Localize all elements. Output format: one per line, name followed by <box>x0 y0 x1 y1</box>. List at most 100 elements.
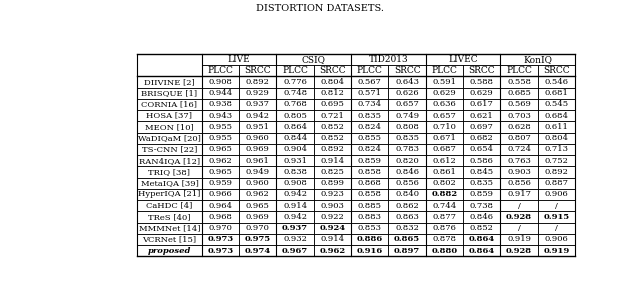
Text: 0.856: 0.856 <box>507 179 531 187</box>
Bar <box>388 234 426 245</box>
Bar <box>314 144 351 155</box>
Bar <box>500 200 538 211</box>
Text: 0.943: 0.943 <box>209 112 232 120</box>
Bar <box>538 133 575 144</box>
Text: 0.846: 0.846 <box>470 213 493 221</box>
Bar <box>314 189 351 200</box>
Bar <box>500 110 538 121</box>
Bar <box>463 222 500 234</box>
Bar <box>426 121 463 133</box>
Bar <box>463 110 500 121</box>
Text: SRCC: SRCC <box>394 66 420 75</box>
Text: 0.824: 0.824 <box>358 145 382 153</box>
Text: 0.914: 0.914 <box>321 157 344 165</box>
Bar <box>463 133 500 144</box>
Bar <box>314 177 351 189</box>
Text: 0.586: 0.586 <box>470 157 493 165</box>
Bar <box>388 76 426 88</box>
Text: 0.937: 0.937 <box>282 224 308 232</box>
Text: /: / <box>518 224 520 232</box>
Text: 0.962: 0.962 <box>246 191 269 198</box>
Text: 0.899: 0.899 <box>321 179 344 187</box>
Bar <box>202 166 239 177</box>
Text: 0.862: 0.862 <box>396 202 419 210</box>
Bar <box>463 65 500 76</box>
Bar <box>202 234 239 245</box>
Text: 0.908: 0.908 <box>284 179 307 187</box>
Bar <box>137 200 202 211</box>
Text: BRISQUE [1]: BRISQUE [1] <box>141 89 198 97</box>
Bar <box>276 144 314 155</box>
Bar <box>314 99 351 110</box>
Bar <box>538 200 575 211</box>
Bar <box>538 144 575 155</box>
Bar <box>202 121 239 133</box>
Bar <box>239 200 276 211</box>
Text: 0.973: 0.973 <box>207 247 234 255</box>
Bar <box>426 88 463 99</box>
Bar <box>351 133 388 144</box>
Text: 0.685: 0.685 <box>507 89 531 97</box>
Bar <box>388 65 426 76</box>
Bar <box>463 234 500 245</box>
Bar <box>202 155 239 166</box>
Bar <box>137 222 202 234</box>
Text: PLCC: PLCC <box>207 66 234 75</box>
Text: 0.906: 0.906 <box>545 191 568 198</box>
Bar <box>276 54 351 65</box>
Bar <box>351 65 388 76</box>
Text: 0.695: 0.695 <box>321 100 344 108</box>
Text: 0.710: 0.710 <box>433 123 456 131</box>
Text: 0.928: 0.928 <box>506 247 532 255</box>
Text: 0.845: 0.845 <box>470 168 494 176</box>
Text: SRCC: SRCC <box>244 66 271 75</box>
Text: 0.768: 0.768 <box>284 100 307 108</box>
Bar <box>500 234 538 245</box>
Text: 0.643: 0.643 <box>395 78 419 86</box>
Text: 0.919: 0.919 <box>543 247 570 255</box>
Text: 0.567: 0.567 <box>358 78 381 86</box>
Bar <box>276 166 314 177</box>
Text: 0.865: 0.865 <box>394 235 420 243</box>
Bar <box>276 211 314 222</box>
Bar <box>538 110 575 121</box>
Bar <box>276 222 314 234</box>
Bar <box>538 155 575 166</box>
Bar <box>314 110 351 121</box>
Bar <box>426 166 463 177</box>
Bar <box>388 110 426 121</box>
Bar <box>314 222 351 234</box>
Bar <box>351 88 388 99</box>
Text: 0.682: 0.682 <box>470 134 493 142</box>
Bar <box>314 211 351 222</box>
Text: PLCC: PLCC <box>282 66 308 75</box>
Text: 0.932: 0.932 <box>284 235 307 243</box>
Text: 0.880: 0.880 <box>431 247 458 255</box>
Text: 0.897: 0.897 <box>394 247 420 255</box>
Text: 0.724: 0.724 <box>507 145 531 153</box>
Bar <box>426 222 463 234</box>
Bar <box>388 88 426 99</box>
Bar <box>463 189 500 200</box>
Text: 0.931: 0.931 <box>283 157 307 165</box>
Text: 0.825: 0.825 <box>321 168 344 176</box>
Text: LIVEC: LIVEC <box>448 55 478 64</box>
Bar <box>202 54 276 65</box>
Text: 0.942: 0.942 <box>246 112 270 120</box>
Text: CaHDC [4]: CaHDC [4] <box>147 202 193 210</box>
Text: 0.852: 0.852 <box>321 123 344 131</box>
Bar <box>202 177 239 189</box>
Text: 0.892: 0.892 <box>321 145 344 153</box>
Text: DISTORTION DATASETS.: DISTORTION DATASETS. <box>256 4 384 13</box>
Bar <box>463 211 500 222</box>
Text: 0.863: 0.863 <box>395 213 419 221</box>
Bar <box>239 65 276 76</box>
Text: 0.808: 0.808 <box>395 123 419 131</box>
Text: SRCC: SRCC <box>468 66 495 75</box>
Text: 0.852: 0.852 <box>321 134 344 142</box>
Bar <box>463 245 500 256</box>
Text: 0.955: 0.955 <box>209 123 232 131</box>
Bar <box>239 133 276 144</box>
Text: MMMNet [14]: MMMNet [14] <box>139 224 200 232</box>
Text: 0.970: 0.970 <box>209 224 232 232</box>
